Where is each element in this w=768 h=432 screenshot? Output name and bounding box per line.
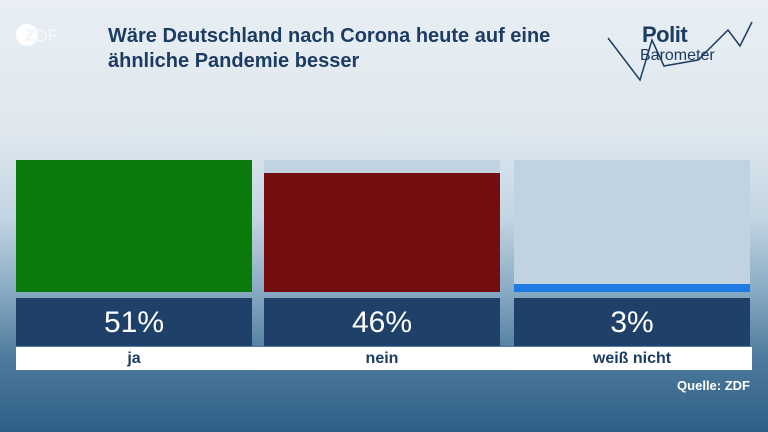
bar-track — [514, 160, 750, 292]
bar-2 — [264, 173, 500, 292]
category-label: nein — [264, 347, 500, 370]
data-label: 3% — [514, 298, 750, 346]
chart-title: Wäre Deutschland nach Corona heute auf e… — [108, 25, 551, 72]
brand-word-1: Polit — [642, 22, 688, 47]
bar-track — [264, 160, 500, 292]
politbarometer-logo: Polit Barometer — [600, 16, 756, 86]
zigzag-icon — [607, 21, 753, 82]
data-label: 51% — [16, 298, 252, 346]
bar-1 — [16, 160, 252, 292]
category-label: weiß nicht — [514, 347, 750, 370]
zdf-logo: ZDF — [16, 24, 58, 46]
category-label: ja — [16, 347, 252, 370]
zdf-logo-text: ZDF — [25, 26, 58, 45]
brand-word-2: Barometer — [640, 47, 715, 64]
bar-track — [16, 160, 252, 292]
bar-3 — [514, 284, 750, 292]
data-label: 46% — [264, 298, 500, 346]
source-note: Quelle: ZDF — [677, 378, 750, 393]
